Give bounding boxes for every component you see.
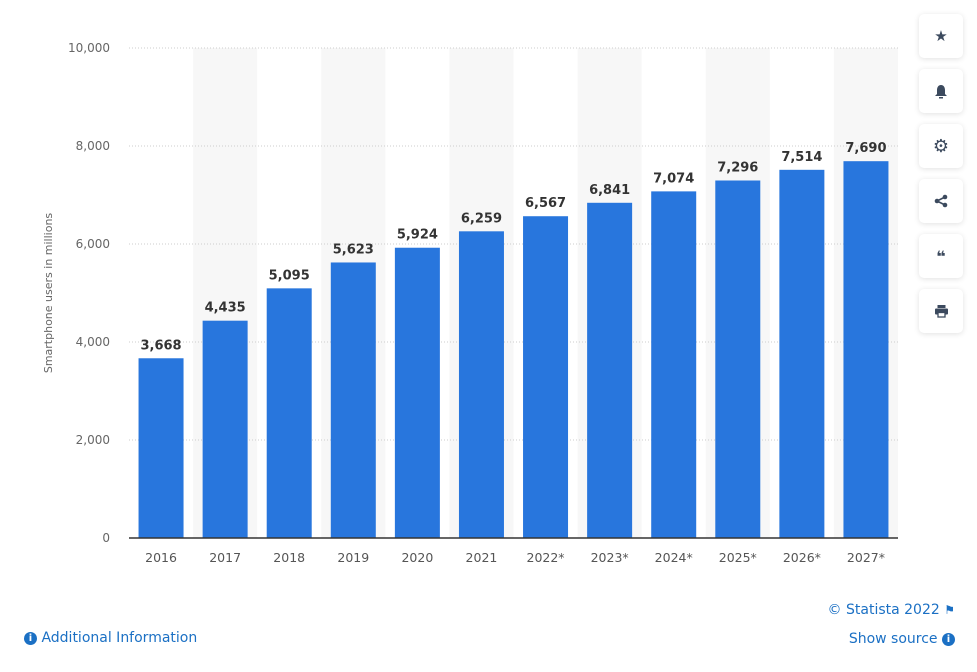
data-label: 7,296 — [717, 160, 758, 175]
data-label: 6,841 — [589, 183, 630, 198]
bar-2019 — [330, 262, 376, 538]
y-tick-label: 6,000 — [76, 237, 110, 251]
x-tick-label: 2020 — [401, 550, 433, 565]
quote-icon: ❝ — [936, 246, 946, 266]
y-tick-label: 4,000 — [76, 335, 110, 349]
x-tick-label: 2027* — [847, 550, 885, 565]
bell-icon — [935, 84, 947, 98]
print-button[interactable] — [919, 289, 963, 333]
print-icon — [934, 305, 948, 318]
star-icon: ★ — [934, 27, 948, 45]
y-tick-label: 2,000 — [76, 433, 110, 447]
bar-2026* — [779, 169, 825, 538]
additional-information-link[interactable]: i Additional Information — [24, 630, 197, 646]
info-icon: i — [942, 633, 955, 646]
show-source-link[interactable]: Show source i — [849, 631, 955, 647]
x-tick-label: 2024* — [655, 550, 693, 565]
x-tick-label: 2016 — [145, 550, 177, 565]
x-tick-label: 2021 — [466, 550, 498, 565]
bar-chart: 0 2,000 4,000 6,000 8,000 10,000 Smartphone us… — [42, 41, 898, 565]
bar-2016 — [138, 358, 184, 538]
bar-2025* — [715, 180, 761, 538]
data-label: 5,924 — [397, 228, 438, 243]
x-tick-label: 2026* — [783, 550, 821, 565]
flag-icon: ⚑ — [944, 603, 955, 617]
x-tick-label: 2023* — [591, 550, 629, 565]
bar-2018 — [266, 288, 312, 538]
data-label: 5,623 — [333, 242, 374, 257]
data-label: 6,567 — [525, 196, 566, 211]
data-label: 7,690 — [845, 141, 886, 156]
y-tick-label: 10,000 — [68, 41, 110, 55]
y-tick-label: 0 — [102, 531, 110, 545]
x-tick-label: 2018 — [273, 550, 305, 565]
favorite-button[interactable]: ★ — [919, 14, 963, 58]
info-icon: i — [24, 632, 37, 645]
share-button[interactable] — [919, 179, 963, 223]
data-label: 6,259 — [461, 211, 502, 226]
bar-2024* — [651, 191, 697, 538]
bar-2022* — [523, 216, 569, 539]
bar-2023* — [587, 202, 633, 538]
data-label: 7,074 — [653, 171, 694, 186]
y-axis-label: Smartphone users in millions — [42, 213, 55, 374]
bar-2027* — [843, 161, 889, 538]
settings-button[interactable]: ⚙ — [919, 124, 963, 168]
data-label: 4,435 — [205, 301, 246, 316]
x-tick-label: 2019 — [337, 550, 369, 565]
bar-2017 — [202, 320, 248, 538]
data-label: 7,514 — [781, 150, 822, 165]
data-label: 3,668 — [140, 338, 181, 353]
bar-2020 — [394, 247, 440, 538]
share-icon — [934, 194, 948, 208]
x-tick-label: 2025* — [719, 550, 757, 565]
x-tick-label: 2017 — [209, 550, 241, 565]
notification-button[interactable] — [919, 69, 963, 113]
gear-icon: ⚙ — [932, 135, 950, 157]
data-label: 5,095 — [269, 268, 310, 283]
x-tick-label: 2022* — [527, 550, 565, 565]
copyright-link[interactable]: © Statista 2022 ⚑ — [827, 602, 955, 618]
cite-button[interactable]: ❝ — [919, 234, 963, 278]
bar-2021 — [458, 231, 504, 538]
y-tick-label: 8,000 — [76, 139, 110, 153]
